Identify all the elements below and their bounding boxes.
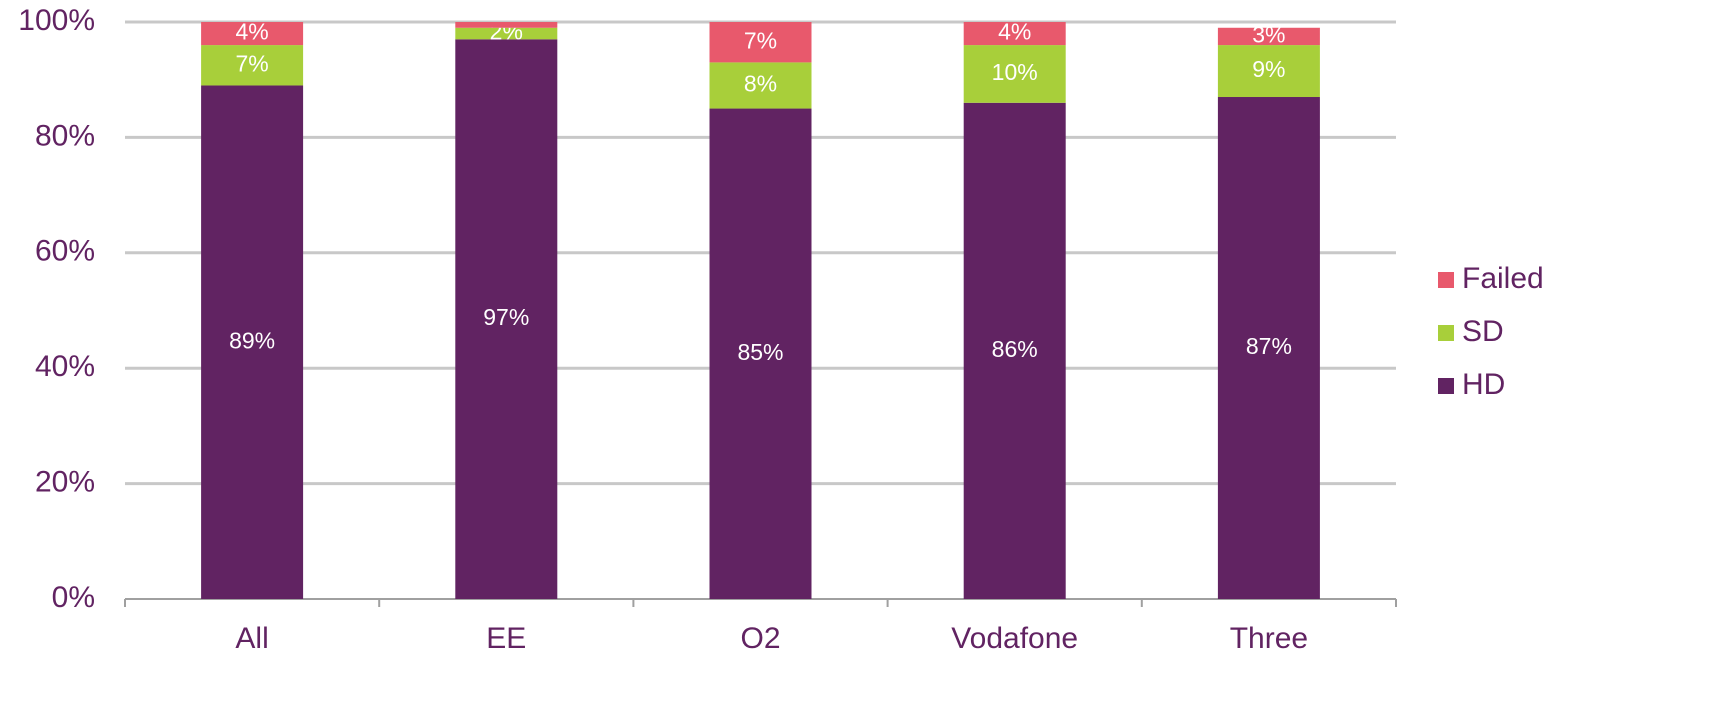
data-label: 86% <box>992 336 1038 362</box>
bar-segment <box>1217 45 1320 98</box>
data-label: 7% <box>744 27 777 53</box>
bar-segment <box>963 45 1066 103</box>
bar-segment <box>963 22 1066 46</box>
x-tick-label: Three <box>1230 622 1308 655</box>
y-tick-label: 40% <box>35 350 95 383</box>
y-tick-label: 100% <box>18 4 95 37</box>
data-label: 8% <box>744 71 777 97</box>
y-tick-label: 20% <box>35 466 95 499</box>
x-tick-label: All <box>235 622 268 655</box>
data-label: 9% <box>1252 56 1285 82</box>
legend-label: Failed <box>1462 262 1544 295</box>
bar-segment <box>1217 27 1320 46</box>
legend-label: SD <box>1462 315 1504 348</box>
legend-swatch <box>1438 325 1454 341</box>
bar-segment <box>455 39 558 600</box>
y-tick-label: 60% <box>35 235 95 268</box>
x-tick-label: Vodafone <box>951 622 1078 655</box>
x-tick-label: O2 <box>740 622 780 655</box>
bar-segment <box>963 102 1066 599</box>
data-label: 7% <box>235 50 268 76</box>
legend-swatch <box>1438 378 1454 394</box>
bar-segment <box>201 22 304 46</box>
x-tick-label: EE <box>486 622 526 655</box>
data-label: 85% <box>737 339 783 365</box>
bar-segment <box>455 22 558 28</box>
data-label: 10% <box>992 59 1038 85</box>
data-label: 3% <box>1252 22 1285 48</box>
bar-segment <box>1217 97 1320 599</box>
data-label: 4% <box>998 19 1031 45</box>
y-tick-label: 80% <box>35 119 95 152</box>
legend-swatch <box>1438 272 1454 288</box>
bar-segment <box>455 27 558 40</box>
bar-segment <box>709 108 812 600</box>
data-label: 97% <box>483 304 529 330</box>
bar-segment <box>201 45 304 86</box>
y-tick-label: 0% <box>52 581 95 614</box>
data-label: 87% <box>1246 333 1292 359</box>
bar-segment <box>709 62 812 109</box>
bar-segment <box>709 22 812 63</box>
data-label: 89% <box>229 327 275 353</box>
bar-segment <box>201 85 304 600</box>
legend-label: HD <box>1462 368 1505 401</box>
data-label: 4% <box>235 19 268 45</box>
